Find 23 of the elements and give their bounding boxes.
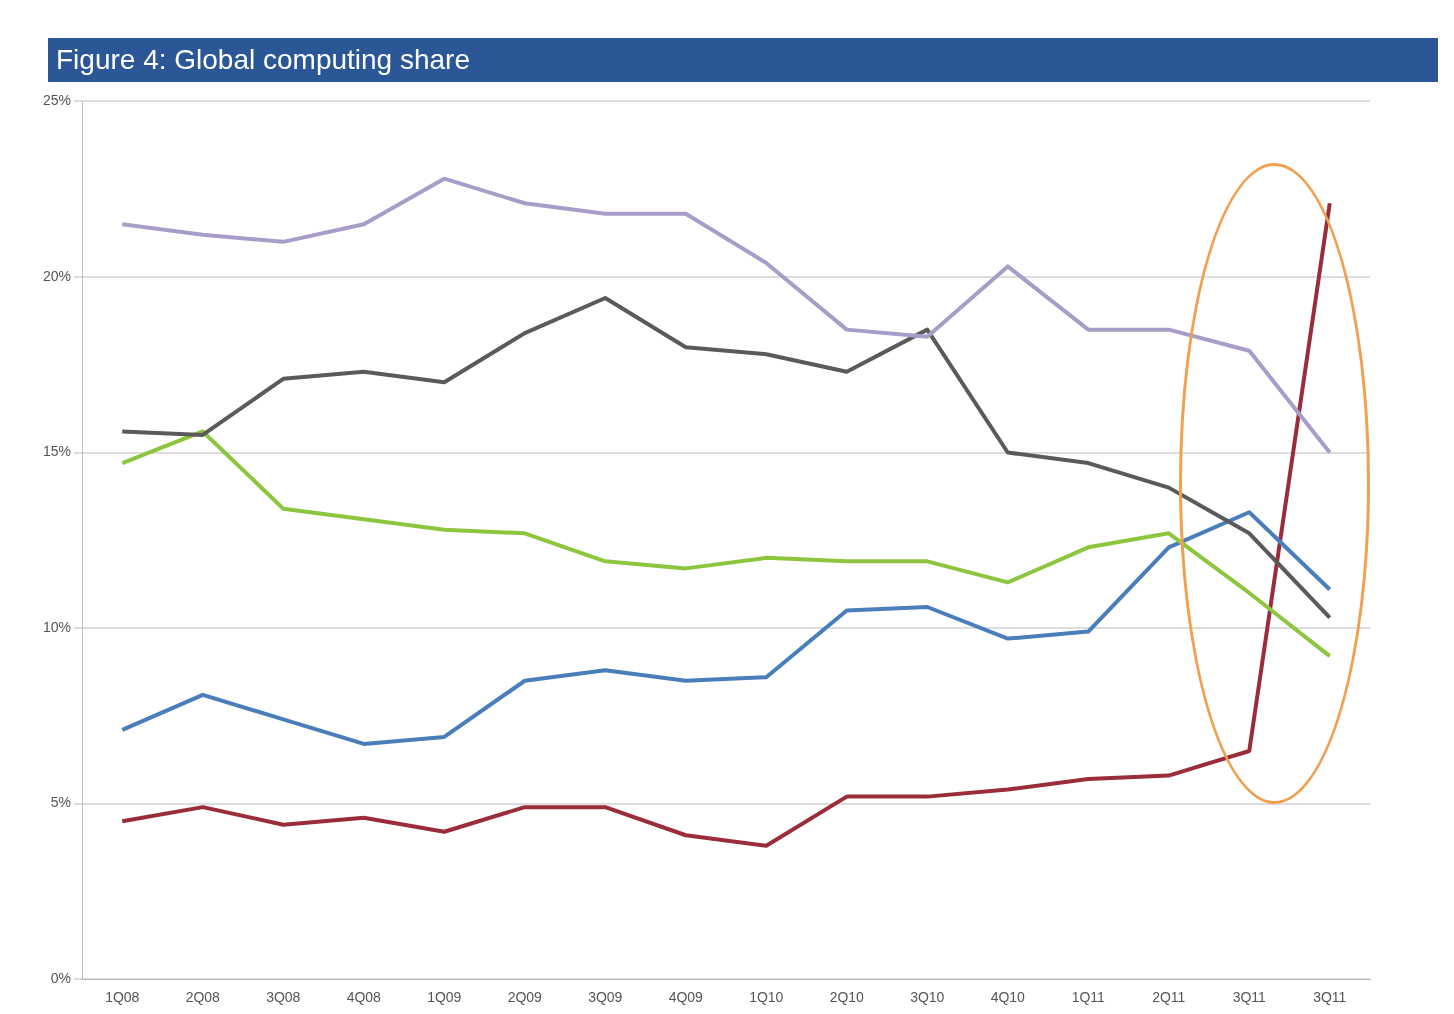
y-tick-label: 25% bbox=[42, 92, 72, 109]
x-tick-label: 2Q11 bbox=[1152, 989, 1186, 1006]
x-tick-label: 2Q08 bbox=[185, 989, 221, 1006]
x-tick-label: 1Q11 bbox=[1071, 989, 1106, 1006]
x-tick-label: 1Q08 bbox=[105, 989, 140, 1006]
y-tick-label: 20% bbox=[42, 267, 72, 284]
x-tick-label: 3Q11 bbox=[1232, 989, 1267, 1006]
x-tick-label: 1Q09 bbox=[427, 989, 462, 1006]
y-tick-label: 5% bbox=[50, 794, 72, 811]
y-tick-label: 0% bbox=[50, 970, 72, 987]
x-tick-label: 3Q09 bbox=[588, 989, 623, 1006]
x-tick-label: 4Q08 bbox=[346, 989, 382, 1006]
x-tick-label: 3Q11 bbox=[1313, 989, 1347, 1006]
x-tick-label: 4Q10 bbox=[990, 989, 1026, 1006]
x-tick-label: 3Q08 bbox=[266, 989, 301, 1006]
y-tick-label: 15% bbox=[42, 443, 72, 460]
x-tick-label: 2Q09 bbox=[507, 989, 543, 1006]
x-tick-label: 4Q09 bbox=[668, 989, 704, 1006]
x-tick-label: 1Q10 bbox=[749, 989, 784, 1006]
chart-title: Figure 4: Global computing share bbox=[48, 38, 1438, 82]
x-tick-label: 2Q10 bbox=[829, 989, 865, 1006]
x-tick-label: 3Q10 bbox=[910, 989, 945, 1006]
y-tick-label: 10% bbox=[42, 618, 72, 635]
